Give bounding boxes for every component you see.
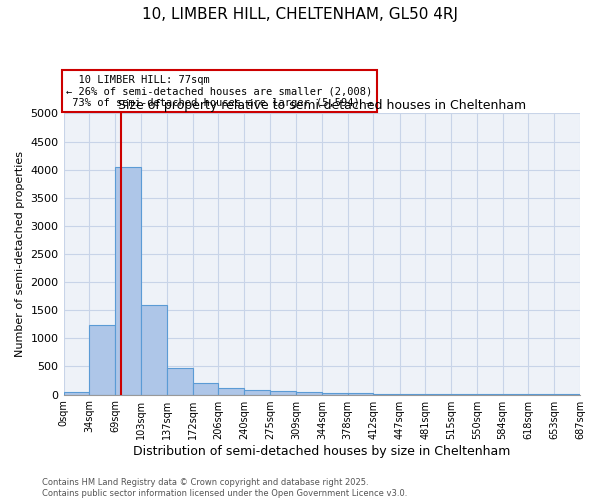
Bar [141,304,167,394]
Bar [64,392,89,394]
Title: Size of property relative to semi-detached houses in Cheltenham: Size of property relative to semi-detach… [118,99,526,112]
Bar [167,368,193,394]
Bar [218,388,244,394]
Bar [193,384,218,394]
Y-axis label: Number of semi-detached properties: Number of semi-detached properties [15,151,25,357]
Bar [322,393,348,394]
Bar [270,391,296,394]
Text: Contains HM Land Registry data © Crown copyright and database right 2025.
Contai: Contains HM Land Registry data © Crown c… [42,478,407,498]
Text: 10 LIMBER HILL: 77sqm
← 26% of semi-detached houses are smaller (2,008)
 73% of : 10 LIMBER HILL: 77sqm ← 26% of semi-deta… [66,74,373,108]
Bar [244,390,270,394]
Bar [89,325,115,394]
Text: 10, LIMBER HILL, CHELTENHAM, GL50 4RJ: 10, LIMBER HILL, CHELTENHAM, GL50 4RJ [142,8,458,22]
Bar [115,167,141,394]
X-axis label: Distribution of semi-detached houses by size in Cheltenham: Distribution of semi-detached houses by … [133,444,511,458]
Bar [296,392,322,394]
